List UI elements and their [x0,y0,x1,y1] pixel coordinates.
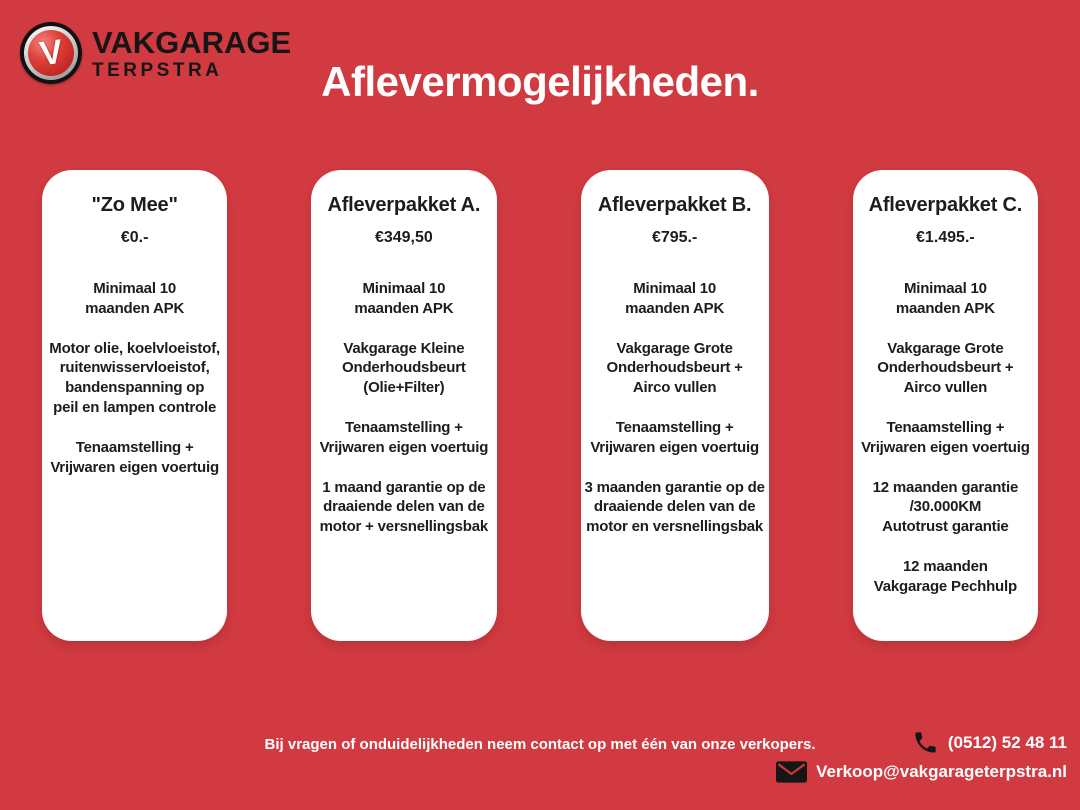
package-title: "Zo Mee" [91,194,178,216]
package-item: Minimaal 10 maanden APK [354,280,454,317]
contact-note: Bij vragen of onduidelijkheden neem cont… [264,736,816,753]
package-price: €795.- [651,229,698,246]
package-item: Motor olie, koelvloeistof, ruitenwisserv… [49,339,220,416]
package-title: Afleverpakket B. [597,194,752,216]
package-cards: "Zo Mee" €0.- Minimaal 10 maanden APK Mot… [42,170,1038,641]
page-title: Aflevermogelijkheden. [321,58,759,105]
package-item: Tenaamstelling + Vrijwaren eigen voertui… [50,438,219,476]
vakgarage-logo: V VAKGARAGE TERPSTRA [20,22,291,84]
package-item: Minimaal 10 maanden APK [895,280,995,317]
package-items: Minimaal 10 maanden APK Vakgarage Grote O… [585,279,765,537]
package-item: Tenaamstelling + Vrijwaren eigen voertui… [590,418,759,456]
package-item: Vakgarage Grote Onderhoudsbeurt + Airco … [877,339,1014,397]
package-item: 12 maanden garantie /30.000KM Autotrust … [872,478,1019,536]
logo-core: V [28,30,74,76]
email-contact[interactable]: Verkoop@vakgarageterpstra.nl [776,761,1067,783]
package-price: €349,50 [374,229,433,246]
envelope-icon [776,761,808,783]
package-card: Afleverpakket B. €795.- Minimaal 10 maan… [580,170,769,641]
package-title: Afleverpakket C. [868,194,1023,216]
package-item: Vakgarage Kleine Onderhoudsbeurt (Olie+F… [342,339,466,397]
package-items: Minimaal 10 maanden APK Vakgarage Grote O… [857,279,1034,597]
brand-subname: TERPSTRA [92,60,223,81]
brand-text: VAKGARAGE TERPSTRA [92,22,291,80]
package-item: Tenaamstelling + Vrijwaren eigen voertui… [861,418,1030,456]
package-item: Vakgarage Grote Onderhoudsbeurt + Airco … [606,339,743,397]
package-items: Minimaal 10 maanden APK Vakgarage Kleine … [315,279,492,537]
package-item: 12 maanden Vakgarage Pechhulp [873,557,1017,595]
package-item: Tenaamstelling + Vrijwaren eigen voertui… [319,418,489,456]
package-price: €0.- [120,229,149,246]
package-item: Minimaal 10 maanden APK [85,280,185,317]
logo-ring: V [24,26,78,80]
package-title: Afleverpakket A. [327,194,481,216]
package-card: "Zo Mee" €0.- Minimaal 10 maanden APK Mot… [42,170,228,641]
package-item: 1 maand garantie op de draaiende delen v… [319,478,489,536]
phone-icon [912,729,939,756]
vakgarage-logo-icon: V [20,22,82,84]
package-item: Minimaal 10 maanden APK [625,280,725,317]
package-item: 3 maanden garantie op de draaiende delen… [584,478,765,536]
phone-number[interactable]: (0512) 52 48 11 [947,732,1067,752]
package-card: Afleverpakket C. €1.495.- Minimaal 10 ma… [852,170,1038,641]
email-address[interactable]: Verkoop@vakgarageterpstra.nl [816,762,1067,781]
brand-name: VAKGARAGE [92,25,292,60]
package-card: Afleverpakket A. €349,50 Minimaal 10 maa… [311,170,497,641]
package-items: Minimaal 10 maanden APK Motor olie, koelv… [46,279,223,477]
package-price: €1.495.- [916,229,975,246]
phone-contact[interactable]: (0512) 52 48 11 [912,729,1067,756]
